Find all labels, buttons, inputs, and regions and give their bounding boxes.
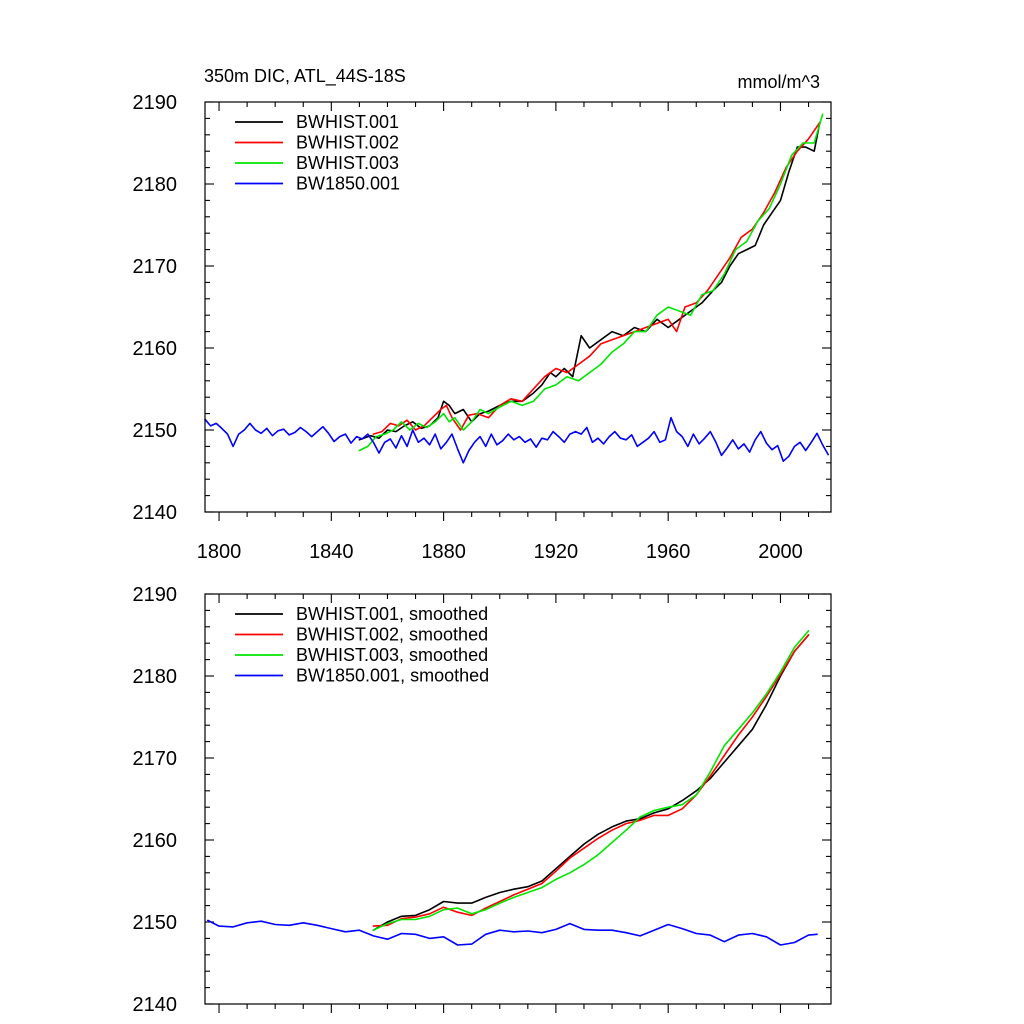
legend-label: BWHIST.003 <box>296 153 399 173</box>
bottom-plot-frame <box>204 593 832 1005</box>
top-axes: 2140 2150 2160 2170 2180 2190 1800 1840 1880 1920… <box>133 92 831 563</box>
y-tick-label: 2180 <box>133 666 178 688</box>
y-tick-label: 2170 <box>133 256 178 278</box>
y-tick-label: 2140 <box>133 502 178 524</box>
x-tick-label: 1840 <box>309 541 354 563</box>
bottom-axes: 2140 2150 2160 2170 2180 2190 <box>133 584 831 1016</box>
series-line-4 <box>207 919 818 946</box>
legend-label: BWHIST.003, smoothed <box>296 645 488 665</box>
x-tick-label: 2000 <box>758 541 803 563</box>
y-tick-label: 2170 <box>133 748 178 770</box>
x-tick-label: 1960 <box>646 541 691 563</box>
top-title: 350m DIC, ATL_44S-18S <box>204 66 406 87</box>
top-plot-frame <box>204 101 832 513</box>
y-tick-label: 2140 <box>133 994 178 1016</box>
y-tick-label: 2160 <box>133 338 178 360</box>
series-line-4 <box>204 416 829 464</box>
top-units: mmol/m^3 <box>738 72 820 92</box>
series-line-1 <box>372 634 810 931</box>
legend-label: BW1850.001 <box>296 174 400 194</box>
legend-label: BWHIST.001, smoothed <box>296 604 488 624</box>
legend-label: BWHIST.002 <box>296 133 399 153</box>
series-line-3 <box>372 630 810 931</box>
y-tick-label: 2190 <box>133 92 178 114</box>
series-line-2 <box>372 121 821 435</box>
y-tick-label: 2150 <box>133 420 178 442</box>
top-series-group <box>204 113 829 464</box>
x-tick-label: 1920 <box>534 541 579 563</box>
x-tick-label: 1800 <box>197 541 242 563</box>
legend-label: BWHIST.001 <box>296 112 399 132</box>
y-tick-label: 2190 <box>133 584 178 606</box>
y-tick-label: 2150 <box>133 912 178 934</box>
y-tick-label: 2180 <box>133 174 178 196</box>
legend-label: BW1850.001, smoothed <box>296 666 489 686</box>
series-line-1 <box>358 121 821 441</box>
series-line-2 <box>372 634 810 927</box>
series-line-3 <box>358 113 824 452</box>
bottom-series-group <box>207 630 818 946</box>
legend-label: BWHIST.002, smoothed <box>296 625 488 645</box>
x-tick-label: 1880 <box>421 541 466 563</box>
y-tick-label: 2160 <box>133 830 178 852</box>
